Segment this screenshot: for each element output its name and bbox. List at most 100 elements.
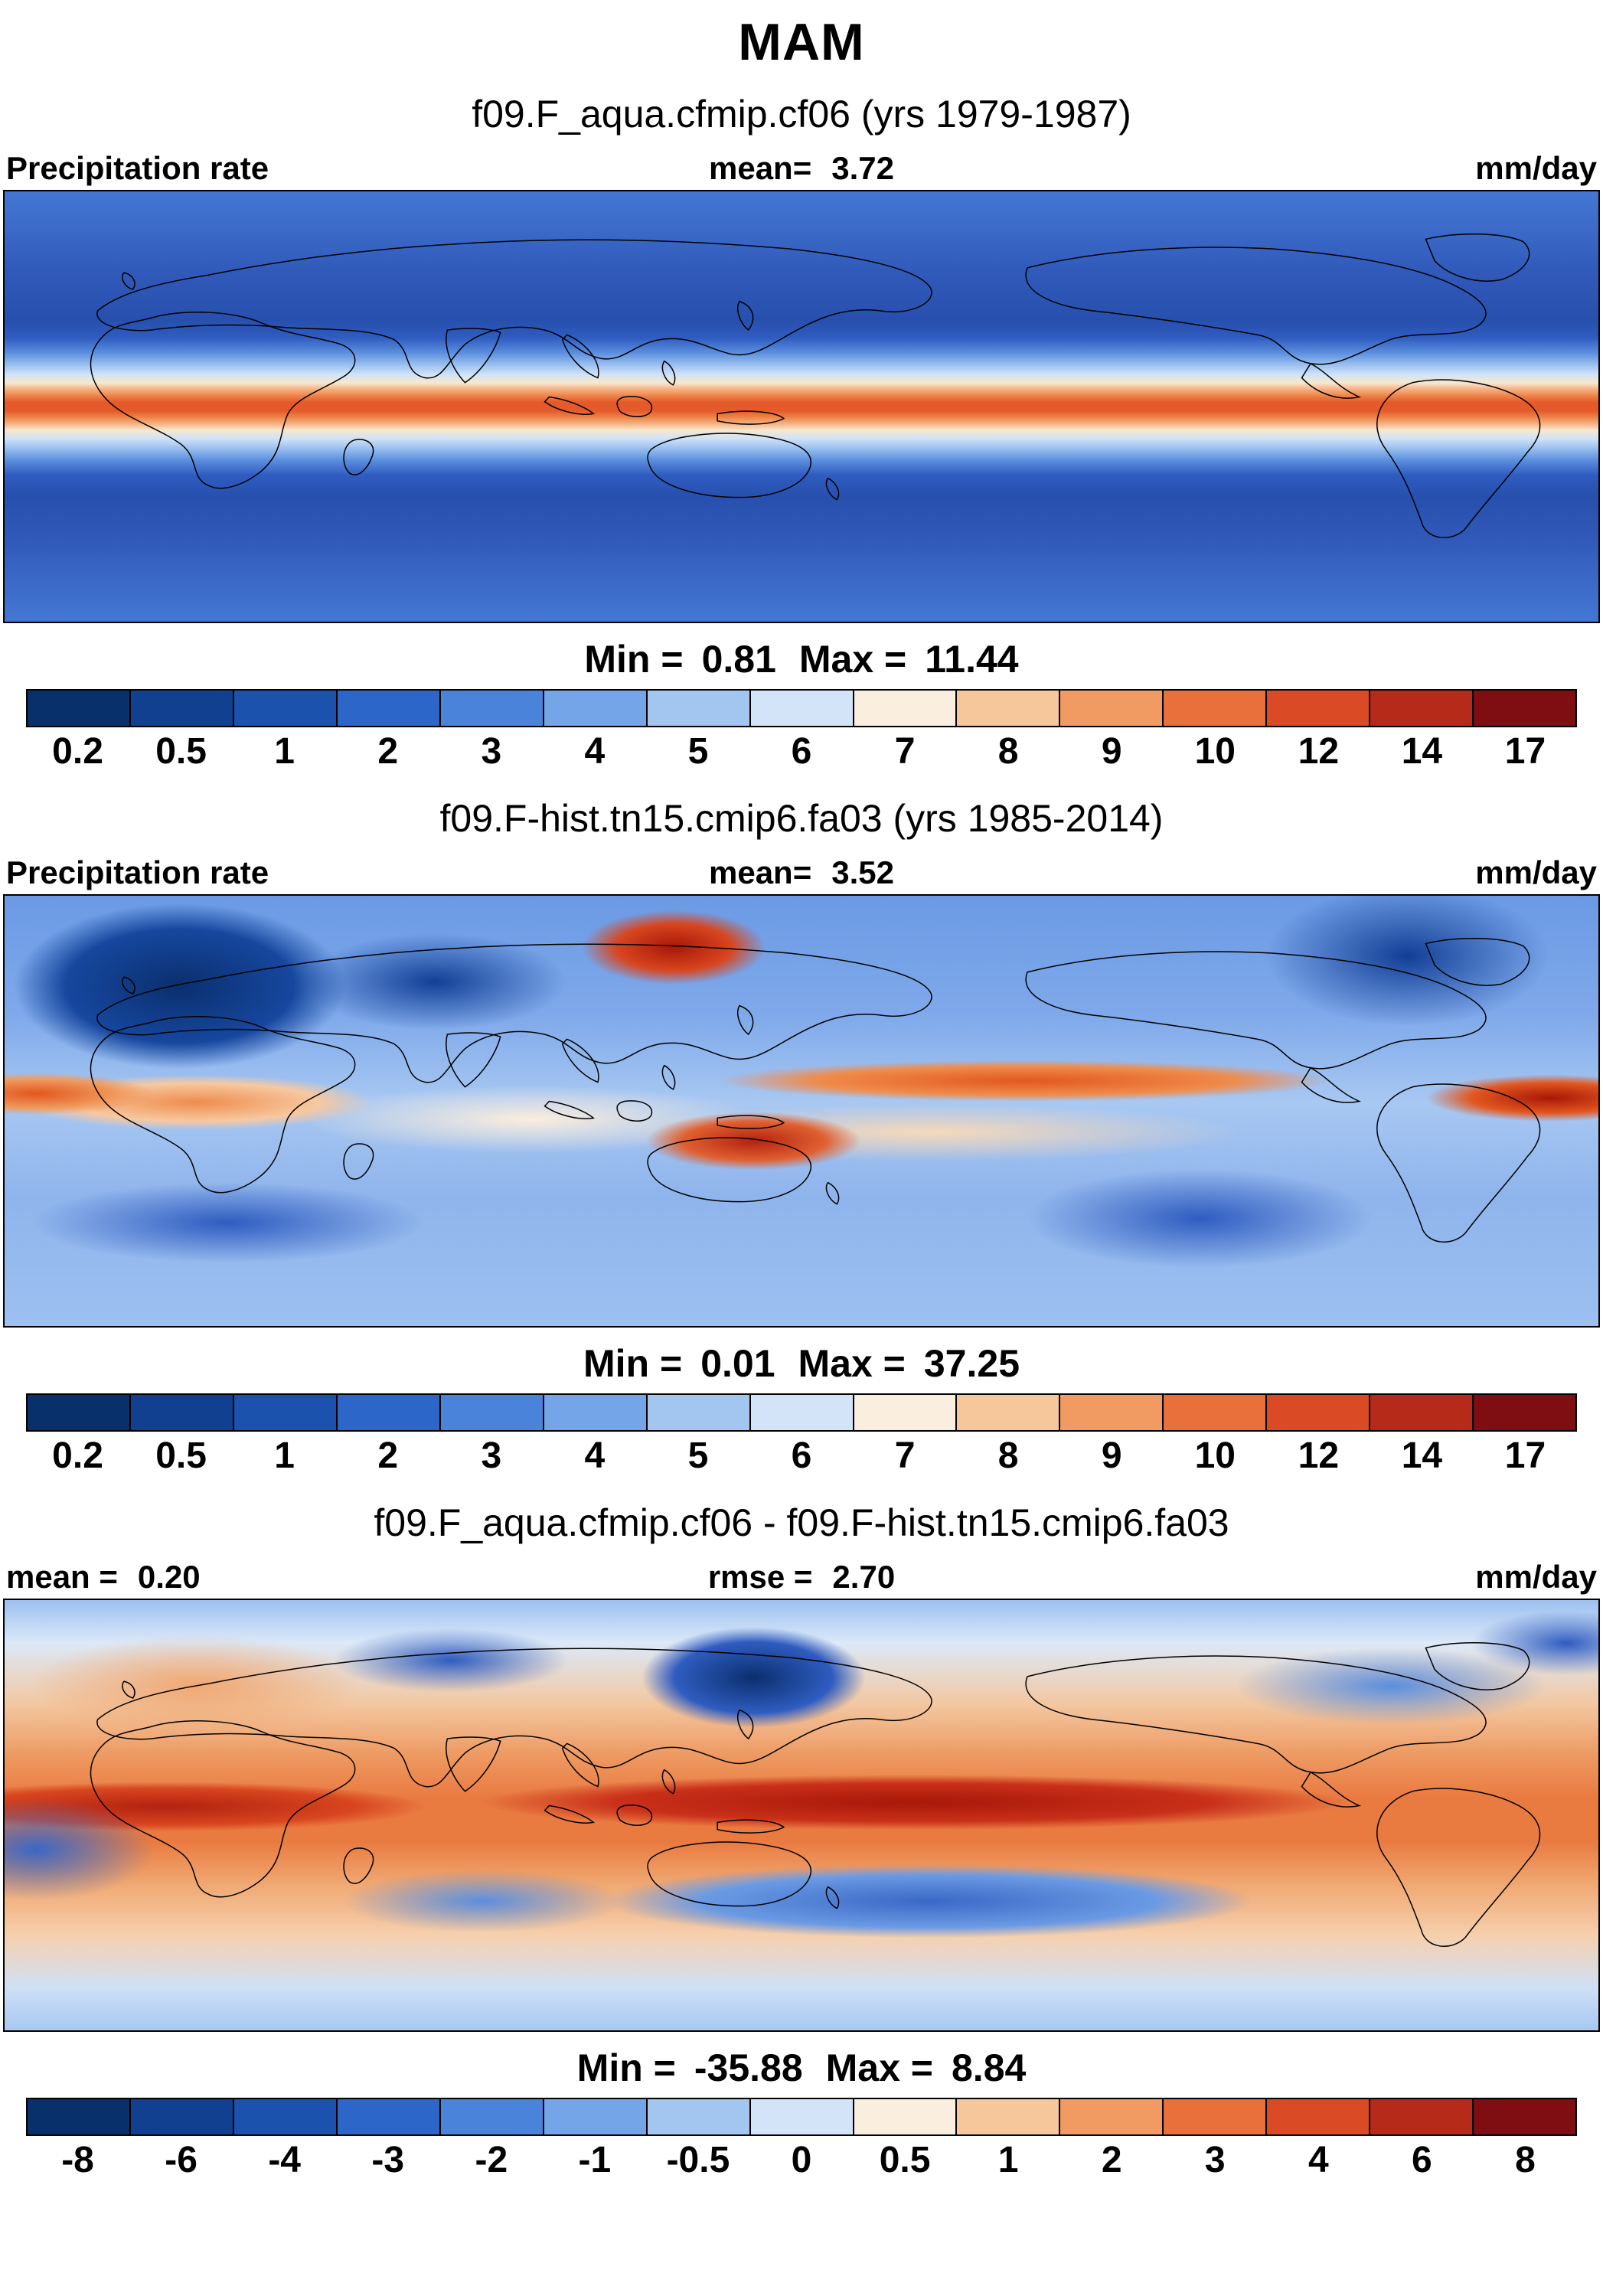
colorbar-tick: 2 [1101, 2140, 1122, 2180]
colorbar-segment [854, 1395, 958, 1430]
colorbar-tick: 9 [1101, 1435, 1122, 1476]
units-label: mm/day [1475, 854, 1597, 890]
colorbar-tick: 6 [791, 731, 812, 772]
colorbar-segment [233, 2099, 338, 2134]
colorbar-segment [1164, 2099, 1268, 2134]
colorbar-segment [28, 2099, 131, 2134]
precip-map-hist [3, 894, 1600, 1328]
colorbar-tick: 4 [584, 731, 606, 772]
colorbar-segment [854, 2099, 958, 2134]
mean-readout: mean = 0.20 [6, 1559, 201, 1595]
colorbar-segment [130, 1395, 234, 1430]
colorbar-tick: 10 [1194, 731, 1236, 772]
colorbar-tick: 0.5 [879, 2140, 931, 2180]
colorbar-tick: 1 [274, 1435, 295, 1476]
min-value: 0.81 [701, 638, 776, 681]
panel-header: mean = 0.20 rmse = 2.70 mm/day [6, 1553, 1597, 1595]
colorbar-tick: -1 [578, 2140, 612, 2180]
min-label: Min = [576, 2046, 676, 2089]
colorbar-segment [1474, 691, 1576, 726]
colorbar-segment [1267, 691, 1371, 726]
colorbar-segment [1370, 1395, 1474, 1430]
mean-readout: mean= 3.52 [709, 854, 894, 891]
colorbar-segment [1060, 1395, 1164, 1430]
mean-value: 3.52 [831, 854, 894, 890]
colorbar-segment [544, 691, 648, 726]
colorbar-tick: -8 [61, 2140, 94, 2180]
colorbar-tick: 1 [997, 2140, 1019, 2180]
panel-header: Precipitation rate mean= 3.52 mm/day [6, 848, 1597, 891]
panel-subtitle: f09.F_aqua.cfmip.cf06 - f09.F-hist.tn15.… [374, 1501, 1229, 1544]
coastlines-use [91, 939, 1540, 1243]
colorbar-tick: -2 [475, 2140, 508, 2180]
panel-subtitle: f09.F-hist.tn15.cmip6.fa03 (yrs 1985-201… [439, 797, 1164, 840]
rmse-readout: rmse = 2.70 [708, 1559, 895, 1595]
units-label: mm/day [1475, 1559, 1597, 1595]
coastlines-use [91, 234, 1540, 538]
colorbar-tick: 0.2 [52, 731, 103, 772]
colorbar-segment [957, 2099, 1061, 2134]
colorbar-tick: 3 [1204, 2140, 1226, 2180]
colorbar-segment [28, 691, 131, 726]
colorbar-segment [130, 2099, 234, 2134]
mean-value: 0.20 [137, 1559, 201, 1595]
colorbar-tick: 7 [894, 731, 916, 772]
colorbar-tick: 2 [377, 1435, 399, 1476]
colorbar-segment [337, 691, 441, 726]
colorbar-segment [854, 691, 958, 726]
mean-value: 3.72 [831, 150, 894, 186]
colorbar-tick: 5 [687, 731, 709, 772]
units-label: mm/day [1475, 150, 1597, 186]
colorbar-tick: 10 [1194, 1435, 1236, 1476]
panel-aqua: f09.F_aqua.cfmip.cf06 (yrs 1979-1987) Pr… [0, 92, 1603, 776]
colorbar-segment [440, 1395, 544, 1430]
colorbar-segment [337, 1395, 441, 1430]
colorbar-segment [440, 691, 544, 726]
mean-label: mean= [709, 150, 812, 186]
rmse-label: rmse = [707, 1559, 813, 1595]
colorbar-tick: 4 [1308, 2140, 1329, 2180]
colorbar-tick: 8 [997, 1435, 1019, 1476]
minmax-row: Min = 0.81 Max = 11.44 [0, 637, 1603, 681]
precip-map-diff [3, 1599, 1600, 2032]
panel-hist: f09.F-hist.tn15.cmip6.fa03 (yrs 1985-201… [0, 796, 1603, 1481]
colorbar-tick: 14 [1401, 1435, 1443, 1476]
colorbar-tick: 14 [1401, 731, 1443, 772]
colorbar-tick: 6 [791, 1435, 812, 1476]
minmax-row: Min = -35.88 Max = 8.84 [0, 2046, 1603, 2090]
colorbar-tick: 17 [1504, 1435, 1546, 1476]
colorbar-segment [1060, 691, 1164, 726]
variable-label: Precipitation rate [6, 854, 269, 890]
colorbar-tick: 3 [481, 1435, 502, 1476]
coastlines [5, 896, 1598, 1326]
min-label: Min = [584, 638, 684, 681]
colorbar-ticks: 0.2 0.5 1 2 3 4 5 6 7 8 9 10 12 14 17 [26, 1432, 1577, 1481]
colorbar-tick: 0.5 [155, 1435, 207, 1476]
colorbar-segment [130, 691, 234, 726]
max-label: Max = [798, 638, 907, 681]
colorbar-segment [1267, 1395, 1371, 1430]
mean-readout: mean= 3.72 [709, 150, 894, 187]
coastlines [5, 191, 1598, 622]
colorbar-tick: -0.5 [666, 2140, 730, 2180]
colorbar-segment [1164, 1395, 1268, 1430]
panel-header: Precipitation rate mean= 3.72 mm/day [6, 144, 1597, 187]
colorbar-tick: 0.5 [155, 731, 207, 772]
mean-label: mean= [709, 854, 812, 890]
coastlines-use [91, 1643, 1540, 1947]
colorbar-segment [957, 1395, 1061, 1430]
colorbar-tick: 0.2 [52, 1435, 103, 1476]
colorbar-segment [1060, 2099, 1164, 2134]
colorbar-segment [647, 1395, 751, 1430]
colorbar-boxes [26, 1393, 1577, 1432]
mean-label: mean = [6, 1559, 118, 1595]
colorbar-segment [233, 1395, 338, 1430]
colorbar-segment [1370, 2099, 1474, 2134]
minmax-row: Min = 0.01 Max = 37.25 [0, 1341, 1603, 1386]
colorbar-tick: 3 [481, 731, 502, 772]
colorbar-tick: 2 [377, 731, 399, 772]
colorbar-segment [957, 691, 1061, 726]
colorbar-tick: 6 [1412, 2140, 1432, 2180]
colorbar-segment [647, 691, 751, 726]
panel-diff: f09.F_aqua.cfmip.cf06 - f09.F-hist.tn15.… [0, 1501, 1603, 2185]
